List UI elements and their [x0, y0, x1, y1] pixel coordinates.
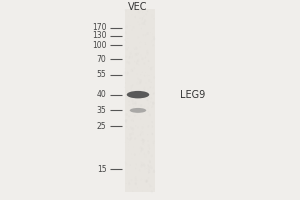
Text: 55: 55 — [97, 70, 106, 79]
Text: LEG9: LEG9 — [180, 90, 205, 100]
Ellipse shape — [127, 91, 149, 98]
Text: 15: 15 — [97, 165, 106, 174]
Ellipse shape — [130, 108, 146, 113]
Text: 170: 170 — [92, 23, 106, 32]
Text: 130: 130 — [92, 31, 106, 40]
Text: 40: 40 — [97, 90, 106, 99]
Text: VEC: VEC — [128, 2, 148, 12]
Text: 100: 100 — [92, 41, 106, 50]
Text: 70: 70 — [97, 55, 106, 64]
Text: 35: 35 — [97, 106, 106, 115]
Text: 25: 25 — [97, 122, 106, 131]
Bar — [124, 9, 154, 192]
